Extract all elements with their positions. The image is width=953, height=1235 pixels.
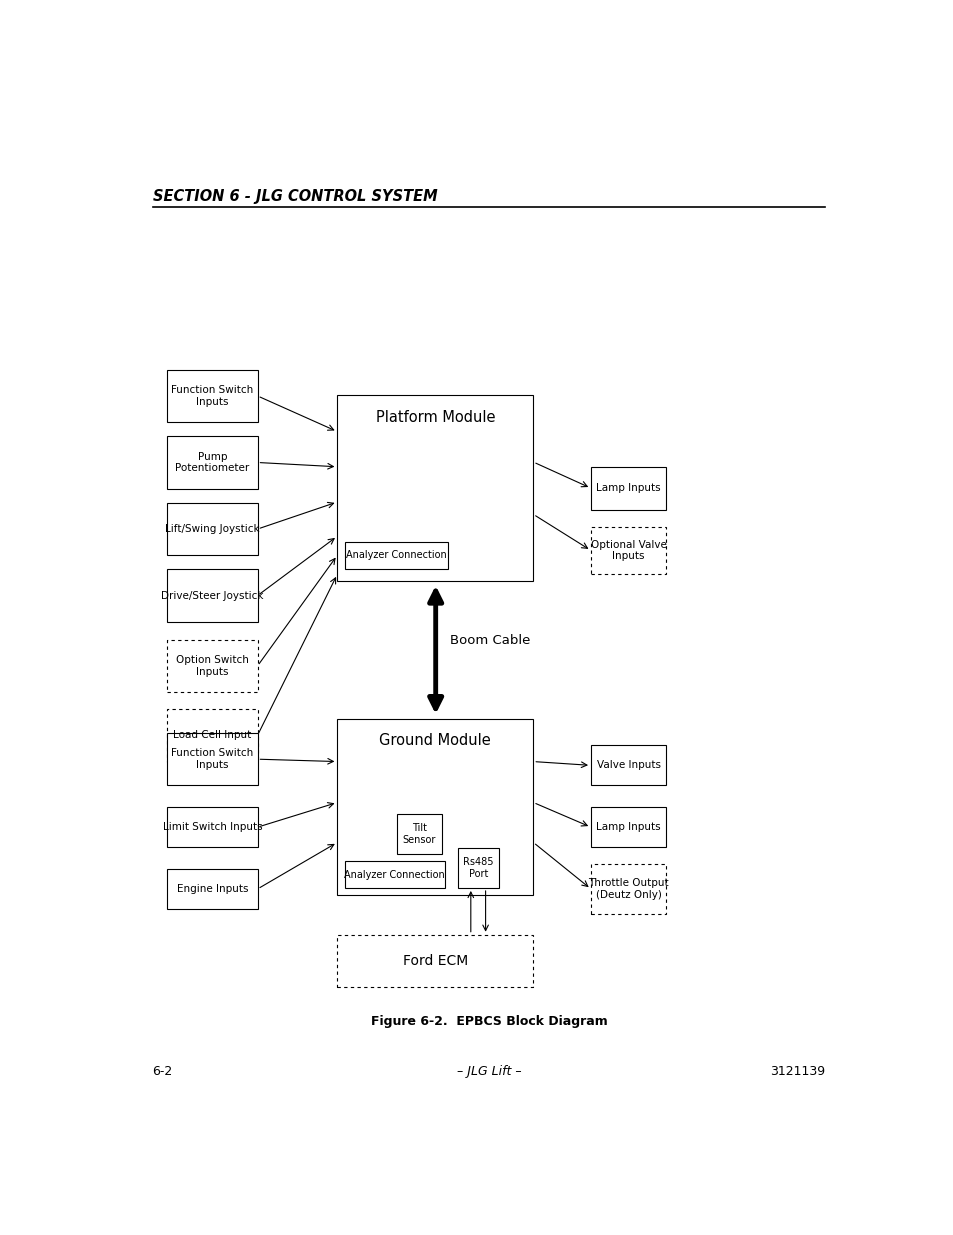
Text: Option Switch
Inputs: Option Switch Inputs — [175, 656, 249, 677]
Text: Tilt
Sensor: Tilt Sensor — [402, 823, 436, 845]
FancyBboxPatch shape — [344, 862, 444, 888]
FancyBboxPatch shape — [167, 808, 257, 847]
FancyBboxPatch shape — [167, 436, 257, 489]
FancyBboxPatch shape — [590, 526, 665, 574]
FancyBboxPatch shape — [167, 569, 257, 621]
Text: Lamp Inputs: Lamp Inputs — [596, 483, 660, 493]
Text: Function Switch
Inputs: Function Switch Inputs — [172, 385, 253, 406]
FancyBboxPatch shape — [457, 848, 498, 888]
Text: Ground Module: Ground Module — [379, 734, 491, 748]
Text: Drive/Steer Joystick: Drive/Steer Joystick — [161, 590, 263, 600]
Text: Figure 6-2.  EPBCS Block Diagram: Figure 6-2. EPBCS Block Diagram — [370, 1015, 607, 1028]
FancyBboxPatch shape — [337, 935, 533, 987]
FancyBboxPatch shape — [396, 814, 442, 853]
FancyBboxPatch shape — [344, 542, 448, 568]
FancyBboxPatch shape — [337, 719, 533, 894]
FancyBboxPatch shape — [167, 369, 257, 422]
FancyBboxPatch shape — [590, 808, 665, 847]
Text: Analyzer Connection: Analyzer Connection — [346, 551, 446, 561]
Text: Platform Module: Platform Module — [375, 410, 495, 425]
Text: Optional Valve
Inputs: Optional Valve Inputs — [590, 540, 666, 561]
Text: Valve Inputs: Valve Inputs — [596, 761, 660, 771]
Text: – JLG Lift –: – JLG Lift – — [456, 1066, 520, 1078]
FancyBboxPatch shape — [167, 709, 257, 762]
Text: SECTION 6 - JLG CONTROL SYSTEM: SECTION 6 - JLG CONTROL SYSTEM — [152, 189, 436, 204]
FancyBboxPatch shape — [590, 746, 665, 785]
Text: Boom Cable: Boom Cable — [450, 634, 530, 647]
Text: Engine Inputs: Engine Inputs — [176, 884, 248, 894]
Text: Lamp Inputs: Lamp Inputs — [596, 823, 660, 832]
Text: Lift/Swing Joystick: Lift/Swing Joystick — [165, 524, 259, 534]
Text: Function Switch
Inputs: Function Switch Inputs — [172, 748, 253, 769]
Text: Limit Switch Inputs: Limit Switch Inputs — [162, 823, 262, 832]
FancyBboxPatch shape — [590, 467, 665, 510]
Text: Throttle Output
(Deutz Only): Throttle Output (Deutz Only) — [588, 878, 668, 900]
FancyBboxPatch shape — [167, 734, 257, 785]
FancyBboxPatch shape — [167, 869, 257, 909]
Text: 3121139: 3121139 — [769, 1066, 824, 1078]
FancyBboxPatch shape — [167, 503, 257, 556]
FancyBboxPatch shape — [590, 864, 665, 914]
FancyBboxPatch shape — [337, 395, 533, 580]
Text: Pump
Potentiometer: Pump Potentiometer — [175, 452, 250, 473]
Text: Ford ECM: Ford ECM — [402, 953, 468, 968]
Text: 6-2: 6-2 — [152, 1066, 172, 1078]
Text: Analyzer Connection: Analyzer Connection — [344, 869, 444, 879]
Text: Rs485
Port: Rs485 Port — [462, 857, 493, 879]
Text: Load Cell Input: Load Cell Input — [173, 730, 252, 741]
FancyBboxPatch shape — [167, 640, 257, 692]
